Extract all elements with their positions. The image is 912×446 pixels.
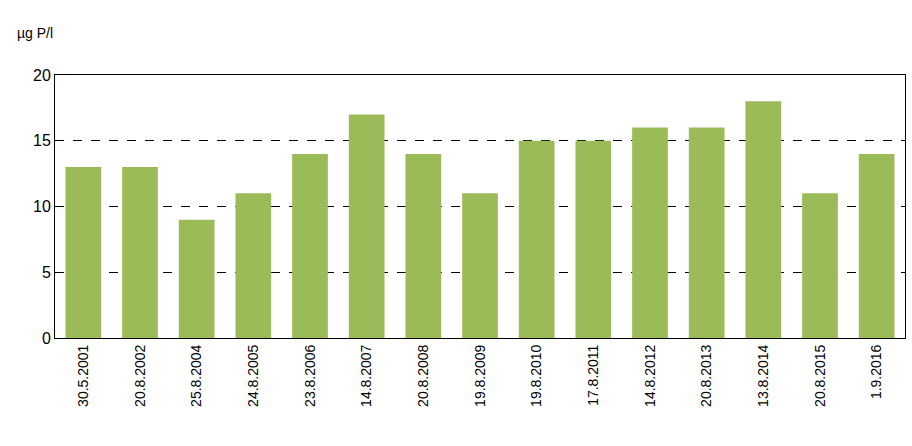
svg-text:19.8.2010: 19.8.2010 bbox=[528, 344, 544, 406]
svg-text:20.8.2002: 20.8.2002 bbox=[132, 344, 148, 406]
svg-text:25.8.2004: 25.8.2004 bbox=[188, 344, 204, 406]
svg-text:30.5.2001: 30.5.2001 bbox=[75, 344, 91, 406]
svg-text:14.8.2007: 14.8.2007 bbox=[358, 344, 374, 406]
svg-text:20.8.2008: 20.8.2008 bbox=[415, 344, 431, 406]
svg-text:23.8.2006: 23.8.2006 bbox=[302, 344, 318, 406]
svg-text:24.8.2005: 24.8.2005 bbox=[245, 344, 261, 406]
svg-text:14.8.2012: 14.8.2012 bbox=[642, 344, 658, 406]
svg-text:20: 20 bbox=[33, 67, 51, 84]
svg-text:10: 10 bbox=[33, 198, 51, 215]
svg-text:17.8.2011: 17.8.2011 bbox=[585, 344, 601, 405]
svg-text:13.8.2014: 13.8.2014 bbox=[755, 344, 771, 406]
svg-text:µg P/l: µg P/l bbox=[17, 25, 53, 41]
svg-text:5: 5 bbox=[42, 264, 51, 281]
svg-text:20.8.2013: 20.8.2013 bbox=[698, 344, 714, 406]
svg-text:19.8.2009: 19.8.2009 bbox=[472, 344, 488, 406]
svg-text:1.9.2016: 1.9.2016 bbox=[868, 344, 884, 399]
svg-text:0: 0 bbox=[42, 330, 51, 347]
svg-text:20.8.2015: 20.8.2015 bbox=[812, 344, 828, 406]
svg-text:15: 15 bbox=[33, 132, 51, 149]
